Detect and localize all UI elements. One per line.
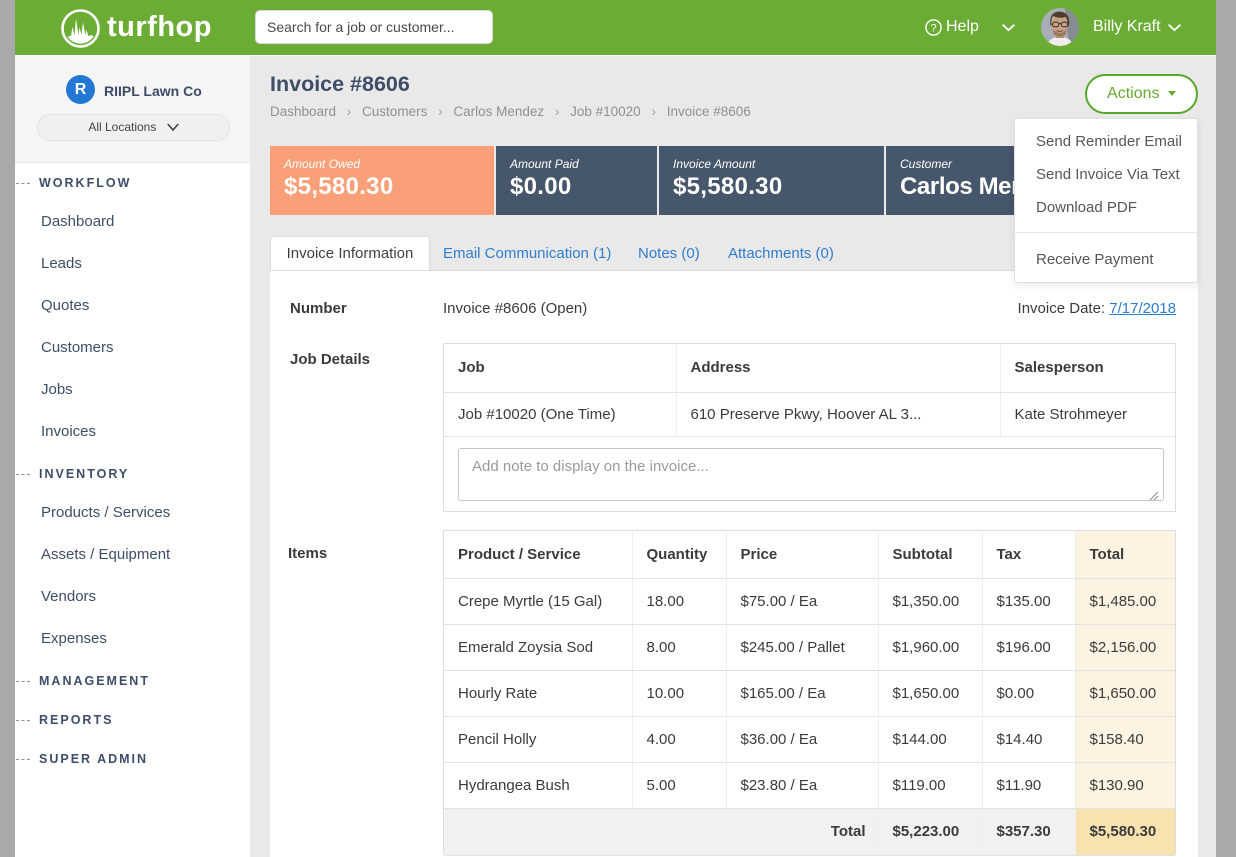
svg-text:?: ? (930, 23, 936, 35)
